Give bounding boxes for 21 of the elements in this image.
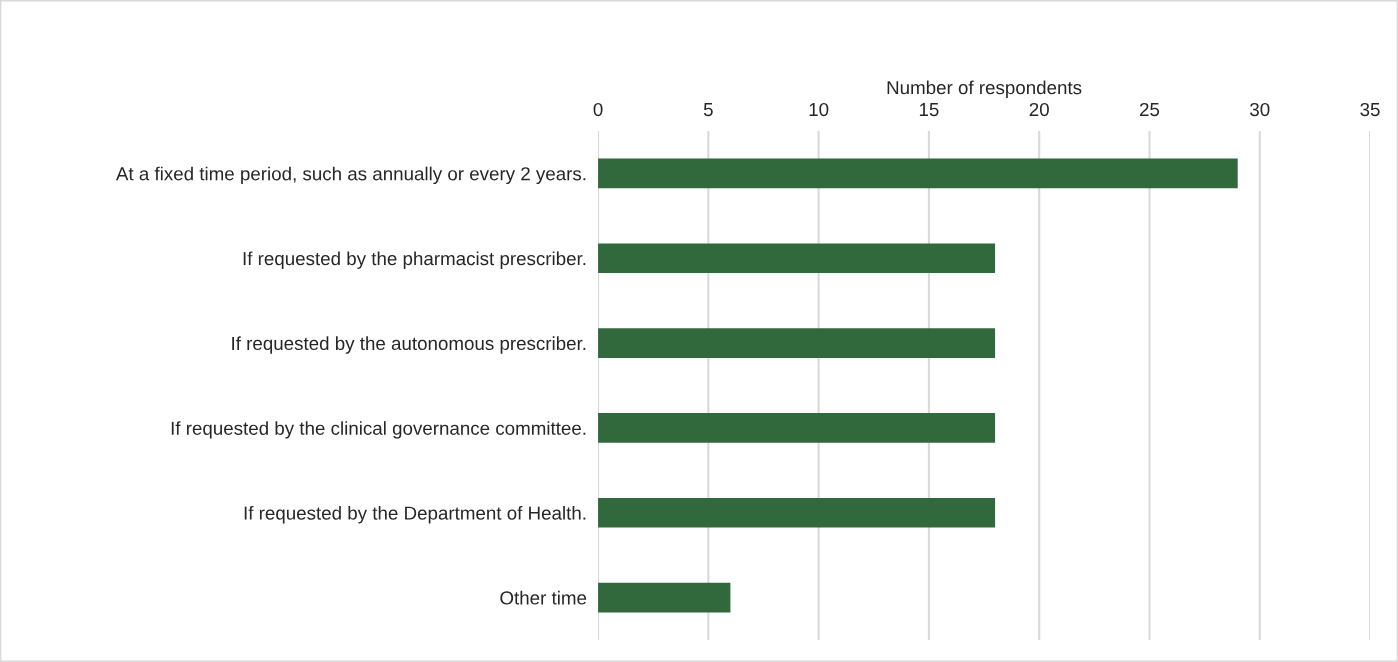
y-tick-label: At a fixed time period, such as annually or every 2 years.: [115, 166, 586, 185]
y-tick-label: If requested by the clinical governance committee.: [171, 421, 586, 439]
bar: [598, 582, 731, 613]
x-tick-label: 25: [1139, 102, 1160, 117]
bar: [598, 497, 996, 528]
x-axis-title: Number of respondents: [887, 80, 1082, 98]
y-tick-label: If requested by the Department of Health.: [244, 505, 586, 524]
x-tick-label: 20: [1029, 102, 1049, 117]
x-tick-label: 35: [1360, 102, 1380, 117]
bar: [598, 413, 996, 443]
y-tick-label: If requested by the pharmacist prescriber.: [243, 251, 586, 269]
x-tick-label: 10: [809, 102, 829, 117]
bar: [598, 243, 996, 274]
x-tick-label: 15: [919, 103, 939, 117]
y-tick-label: Other time: [500, 590, 587, 605]
x-tick-label: 5: [703, 103, 713, 117]
bar: [598, 158, 1238, 189]
x-tick-label: 30: [1250, 102, 1270, 117]
y-tick-label: If requested by the autonomous prescriber.: [232, 336, 586, 354]
bar: [598, 328, 996, 358]
x-tick-label: 0: [593, 102, 603, 117]
